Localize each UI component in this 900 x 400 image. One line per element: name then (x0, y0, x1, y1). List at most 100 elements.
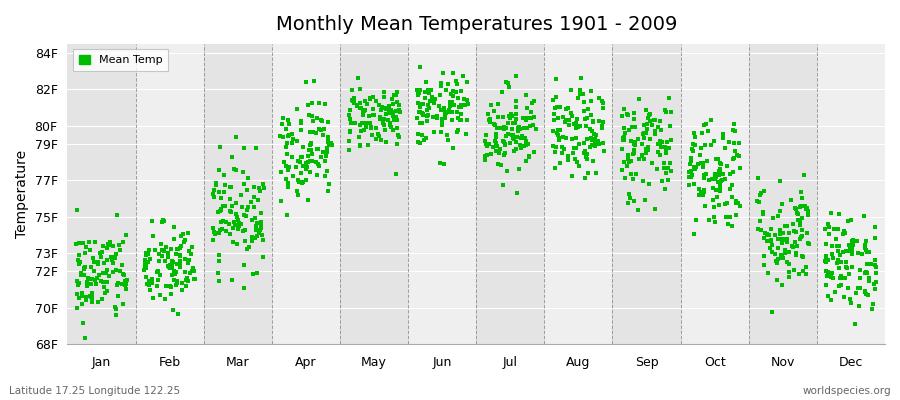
Point (510, 134, 525, 140)
Point (186, 276, 201, 282)
Point (507, 136, 521, 142)
Point (661, 164, 675, 171)
Point (150, 277, 165, 283)
Point (620, 156, 634, 162)
Point (314, 126, 328, 133)
Point (708, 174, 723, 180)
Point (141, 251, 156, 257)
Point (514, 145, 528, 151)
Point (580, 170, 595, 176)
Point (819, 255, 833, 261)
Point (363, 96, 377, 102)
Point (256, 181, 271, 188)
Point (617, 130, 632, 136)
Point (497, 124, 511, 130)
Point (91, 299, 105, 306)
Point (233, 192, 248, 198)
Point (615, 145, 629, 152)
Point (428, 96, 443, 103)
Point (222, 231, 237, 237)
Point (826, 226, 841, 232)
Point (487, 138, 501, 144)
Point (165, 271, 179, 278)
Point (290, 106, 304, 112)
Point (495, 138, 509, 144)
Point (416, 111, 430, 118)
Point (700, 128, 715, 134)
Point (159, 244, 174, 250)
Point (569, 119, 583, 126)
Point (319, 173, 333, 180)
Point (720, 200, 734, 207)
Point (483, 102, 498, 108)
Point (377, 127, 392, 134)
Point (303, 140, 318, 146)
Point (628, 124, 643, 130)
Point (166, 258, 180, 265)
Point (247, 204, 261, 210)
Point (299, 166, 313, 172)
Point (733, 203, 747, 209)
Point (230, 241, 245, 248)
Point (455, 73, 470, 80)
Point (479, 132, 493, 138)
Point (631, 136, 645, 142)
Point (694, 189, 708, 196)
Point (156, 217, 170, 223)
Point (78, 250, 93, 256)
Point (684, 174, 698, 180)
Point (819, 253, 833, 259)
Point (70, 305, 85, 312)
Point (109, 251, 123, 258)
Point (782, 261, 796, 267)
Point (289, 164, 303, 171)
Point (713, 180, 727, 186)
Point (729, 212, 743, 218)
Point (299, 160, 313, 166)
Point (231, 225, 246, 232)
Point (659, 146, 673, 152)
Point (844, 300, 859, 306)
Point (776, 230, 790, 236)
Point (505, 132, 519, 138)
Point (413, 86, 428, 93)
Point (760, 231, 775, 238)
Point (100, 288, 114, 294)
Point (117, 272, 131, 278)
Point (849, 290, 863, 296)
Point (73, 259, 87, 266)
Point (819, 240, 833, 247)
Point (226, 225, 240, 231)
Point (110, 282, 124, 288)
Point (309, 158, 323, 165)
Point (254, 225, 268, 231)
Point (482, 140, 497, 147)
Point (772, 231, 787, 237)
Point (284, 154, 299, 160)
Point (110, 212, 124, 218)
Point (182, 248, 196, 255)
Point (205, 224, 220, 231)
Point (836, 274, 850, 281)
Point (497, 126, 511, 132)
Point (519, 137, 534, 144)
Point (238, 238, 252, 244)
Point (825, 254, 840, 261)
Point (864, 261, 878, 268)
Point (415, 120, 429, 126)
Point (302, 142, 317, 148)
Point (72, 252, 86, 258)
Point (793, 236, 807, 242)
Point (170, 261, 184, 268)
Point (518, 142, 533, 148)
Point (626, 150, 640, 157)
Point (423, 98, 437, 104)
Point (640, 114, 654, 121)
Point (841, 218, 855, 224)
Point (626, 139, 641, 145)
Point (441, 81, 455, 87)
Point (756, 209, 770, 215)
Point (651, 141, 665, 147)
Point (345, 97, 359, 103)
Point (481, 142, 495, 149)
